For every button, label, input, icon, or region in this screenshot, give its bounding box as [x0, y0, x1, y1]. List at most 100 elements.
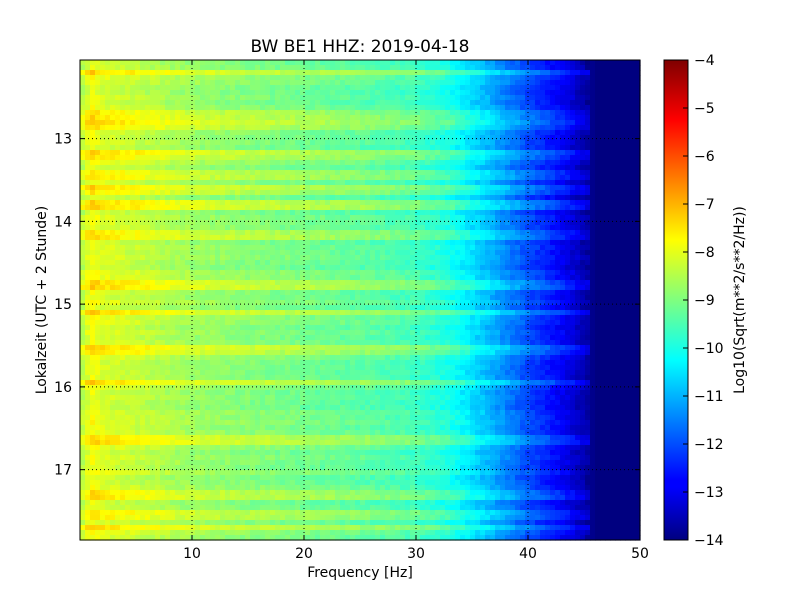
heatmap-cell [505, 105, 511, 111]
heatmap-cell [465, 250, 471, 256]
heatmap-cell [170, 155, 176, 161]
heatmap-cell [485, 200, 491, 206]
heatmap-cell [400, 75, 406, 81]
heatmap-cell [405, 170, 411, 176]
heatmap-cell [175, 235, 181, 241]
heatmap-cell [340, 265, 346, 271]
heatmap-cell [170, 210, 176, 216]
heatmap-cell [115, 275, 121, 281]
heatmap-cell [455, 85, 461, 91]
heatmap-cell [240, 275, 246, 281]
heatmap-cell [85, 280, 91, 286]
heatmap-cell [450, 170, 456, 176]
heatmap-cell [605, 115, 611, 121]
heatmap-cell [350, 205, 356, 211]
heatmap-cell [305, 105, 311, 111]
heatmap-cell [280, 265, 286, 271]
heatmap-cell [540, 95, 546, 101]
heatmap-cell [410, 135, 416, 141]
heatmap-cell [520, 210, 526, 216]
heatmap-cell [490, 255, 496, 261]
heatmap-cell [520, 130, 526, 136]
heatmap-cell [435, 245, 441, 251]
heatmap-cell [485, 270, 491, 276]
heatmap-cell [105, 125, 111, 131]
heatmap-cell [370, 90, 376, 96]
heatmap-cell [480, 240, 486, 246]
heatmap-cell [475, 60, 481, 66]
heatmap-cell [560, 175, 566, 181]
heatmap-cell [410, 225, 416, 231]
heatmap-cell [95, 190, 101, 196]
heatmap-cell [115, 195, 121, 201]
heatmap-cell [190, 150, 196, 156]
heatmap-cell [375, 75, 381, 81]
heatmap-cell [600, 135, 606, 141]
heatmap-cell [535, 215, 541, 221]
heatmap-cell [280, 80, 286, 86]
heatmap-cell [115, 130, 121, 136]
heatmap-cell [520, 180, 526, 186]
heatmap-cell [575, 145, 581, 151]
heatmap-cell [220, 200, 226, 206]
heatmap-cell [405, 235, 411, 241]
heatmap-cell [615, 60, 621, 66]
heatmap-cell [435, 230, 441, 236]
heatmap-cell [510, 60, 516, 66]
heatmap-cell [145, 200, 151, 206]
heatmap-cell [315, 250, 321, 256]
heatmap-cell [100, 170, 106, 176]
heatmap-cell [325, 180, 331, 186]
heatmap-cell [240, 115, 246, 121]
heatmap-cell [505, 180, 511, 186]
heatmap-cell [565, 195, 571, 201]
heatmap-cell [625, 210, 631, 216]
heatmap-cell [565, 250, 571, 256]
heatmap-cell [105, 250, 111, 256]
heatmap-cell [185, 75, 191, 81]
heatmap-cell [430, 135, 436, 141]
heatmap-cell [550, 275, 556, 281]
heatmap-cell [520, 215, 526, 221]
heatmap-cell [215, 270, 221, 276]
heatmap-cell [330, 70, 336, 76]
heatmap-cell [345, 230, 351, 236]
heatmap-cell [320, 125, 326, 131]
heatmap-cell [635, 75, 641, 81]
heatmap-cell [365, 80, 371, 86]
heatmap-cell [615, 115, 621, 121]
heatmap-cell [455, 250, 461, 256]
heatmap-cell [125, 215, 131, 221]
heatmap-cell [385, 160, 391, 166]
heatmap-cell [330, 95, 336, 101]
heatmap-cell [340, 60, 346, 66]
heatmap-cell [320, 270, 326, 276]
heatmap-cell [220, 265, 226, 271]
heatmap-cell [575, 115, 581, 121]
heatmap-cell [175, 240, 181, 246]
heatmap-cell [385, 60, 391, 66]
heatmap-cell [90, 110, 96, 116]
heatmap-cell [170, 140, 176, 146]
heatmap-cell [100, 65, 106, 71]
heatmap-cell [480, 170, 486, 176]
heatmap-cell [545, 200, 551, 206]
heatmap-cell [420, 215, 426, 221]
heatmap-cell [385, 260, 391, 266]
heatmap-cell [370, 85, 376, 91]
heatmap-cell [475, 255, 481, 261]
heatmap-cell [325, 255, 331, 261]
heatmap-cell [430, 265, 436, 271]
heatmap-cell [370, 205, 376, 211]
heatmap-cell [495, 190, 501, 196]
heatmap-cell [270, 100, 276, 106]
heatmap-cell [250, 145, 256, 151]
heatmap-cell [150, 100, 156, 106]
heatmap-cell [600, 190, 606, 196]
heatmap-cell [245, 240, 251, 246]
heatmap-cell [275, 155, 281, 161]
heatmap-cell [590, 255, 596, 261]
heatmap-cell [305, 230, 311, 236]
heatmap-cell [590, 175, 596, 181]
heatmap-cell [535, 175, 541, 181]
